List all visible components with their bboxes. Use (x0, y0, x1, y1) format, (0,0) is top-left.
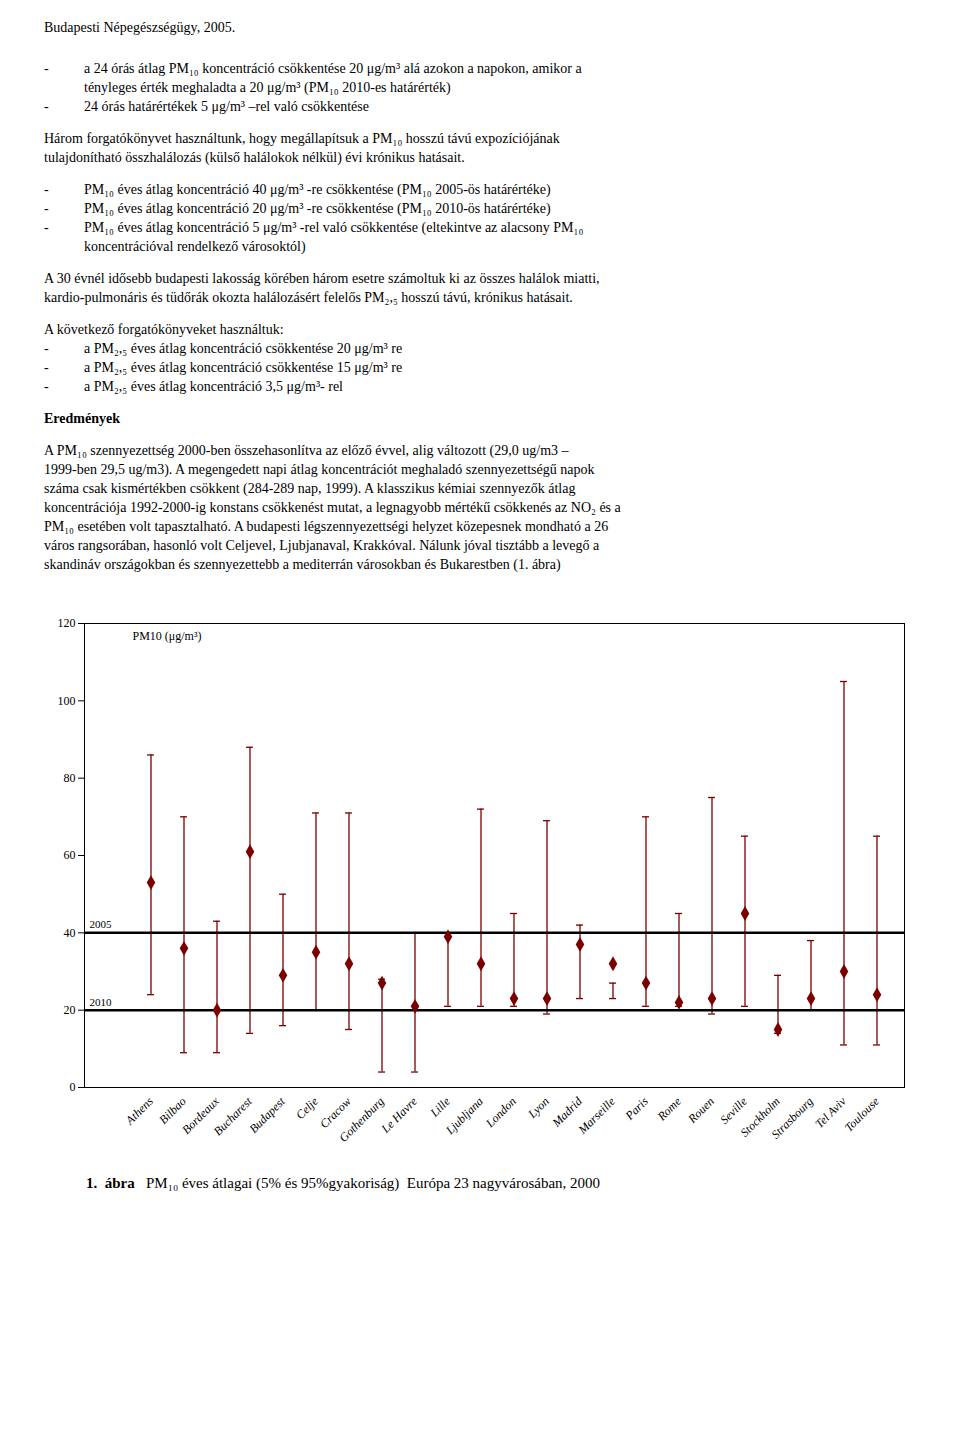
html-text:Eredmények: Eredmények (44, 411, 120, 426)
svg-text:120: 120 (58, 616, 76, 630)
svg-text:Strasbourg: Strasbourg (769, 1094, 816, 1141)
svg-text:Cracow: Cracow (317, 1094, 354, 1131)
svg-text:0: 0 (70, 1080, 76, 1094)
svg-text:20: 20 (64, 1003, 76, 1017)
svg-text:Ljubljana: Ljubljana (442, 1094, 486, 1138)
html-text:koncentrációval rendelkező vár: koncentrációval rendelkező városoktól) (84, 239, 306, 254)
svg-text:100: 100 (58, 694, 76, 708)
svg-text:Lyon: Lyon (525, 1094, 552, 1121)
html-text:1.: 1. (86, 1175, 98, 1191)
svg-text:Stockholm: Stockholm (737, 1094, 783, 1140)
svg-text:Madrid: Madrid (549, 1094, 585, 1130)
html-text:tulajdonítható összhalálozás (: tulajdonítható összhalálozás (külső halá… (44, 150, 465, 165)
svg-text:Le Havre: Le Havre (378, 1094, 421, 1137)
html-text:koncentrációja 1992-2000-ig ko: koncentrációja 1992-2000-ig konstans csö… (44, 500, 621, 515)
svg-text:Bilbao: Bilbao (156, 1094, 189, 1127)
html-text:PM₁₀ éves átlag koncentráció 2: PM₁₀ éves átlag koncentráció 20 μg/m³ -r… (84, 201, 551, 216)
svg-text:Gothenburg: Gothenburg (336, 1094, 387, 1145)
html-text:ábra: ábra (104, 1175, 135, 1191)
svg-text:Tel Aviv: Tel Aviv (812, 1094, 849, 1131)
svg-text:Lille: Lille (427, 1094, 454, 1121)
svg-text:80: 80 (64, 771, 76, 785)
svg-text:2005: 2005 (90, 918, 113, 930)
html-text:Három forgatókönyvet használtu: Három forgatókönyvet használtunk, hogy m… (44, 131, 560, 146)
svg-text:Celje: Celje (293, 1094, 321, 1122)
html-text:a PM₂,₅ éves átlag koncentráci: a PM₂,₅ éves átlag koncentráció csökkent… (84, 360, 403, 375)
svg-text:London: London (482, 1094, 519, 1131)
svg-text:Athens: Athens (122, 1094, 156, 1128)
html-text:a PM₂,₅ éves átlag koncentráci: a PM₂,₅ éves átlag koncentráció csökkent… (84, 341, 403, 356)
svg-text:PM10 (μg/m³): PM10 (μg/m³) (133, 629, 202, 643)
svg-text:Toulouse: Toulouse (842, 1094, 883, 1135)
svg-text:Seville: Seville (717, 1094, 750, 1127)
html-text:1999-ben 29,5 ug/m3). A megeng: 1999-ben 29,5 ug/m3). A megengedett napi… (44, 462, 595, 477)
html-text:város rangsorában, hasonló vol: város rangsorában, hasonló volt Celjevel… (44, 538, 600, 553)
svg-text:Budapest: Budapest (246, 1094, 288, 1136)
svg-text:Marseille: Marseille (575, 1094, 619, 1138)
svg-text:40: 40 (64, 926, 76, 940)
html-text:tényleges érték meghaladta a 2: tényleges érték meghaladta a 20 μg/m³ (P… (84, 80, 451, 95)
html-text:24 órás határértékek 5 μg/m³ –: 24 órás határértékek 5 μg/m³ –rel való c… (84, 99, 369, 114)
html-text:A következő forgatókönyveket h: A következő forgatókönyveket használtuk: (44, 322, 284, 337)
svg-text:60: 60 (64, 848, 76, 862)
html-text:PM₁₀ éves átlag koncentráció 4: PM₁₀ éves átlag koncentráció 40 μg/m³ -r… (84, 182, 551, 197)
svg-text:Rouen: Rouen (685, 1094, 717, 1126)
html-text:A PM₁₀ szennyezettség 2000-ben: A PM₁₀ szennyezettség 2000-ben összehaso… (44, 443, 569, 458)
html-text:PM₁₀ esetében volt tapasztalha: PM₁₀ esetében volt tapasztalható. A buda… (44, 519, 609, 534)
html-text:a 24 órás átlag PM₁₀ koncentrá: a 24 órás átlag PM₁₀ koncentráció csökke… (84, 61, 582, 76)
svg-text:Paris: Paris (622, 1094, 651, 1123)
html-text:Budapesti Népegészségügy, 2005: Budapesti Népegészségügy, 2005. (44, 20, 236, 35)
svg-text:Rome: Rome (654, 1094, 684, 1124)
html-text:PM₁₀ éves átlagai (5% és 95%gy: PM₁₀ éves átlagai (5% és 95%gyakoriság) … (146, 1175, 601, 1191)
svg-text:2010: 2010 (90, 996, 113, 1008)
svg-text:Bucharest: Bucharest (211, 1094, 255, 1138)
svg-text:Bordeaux: Bordeaux (179, 1094, 222, 1137)
html-text:skandináv országokban és szenn: skandináv országokban és szennyezettebb … (44, 557, 561, 572)
html-text:A 30 évnél idősebb budapesti l: A 30 évnél idősebb budapesti lakosság kö… (44, 271, 600, 286)
html-text:a PM₂,₅ éves átlag koncentráci: a PM₂,₅ éves átlag koncentráció 3,5 μg/m… (84, 379, 343, 394)
html-text:kardio-pulmonáris és tüdőrák o: kardio-pulmonáris és tüdőrák okozta halá… (44, 290, 573, 305)
html-text:PM₁₀ éves átlag koncentráció 5: PM₁₀ éves átlag koncentráció 5 μg/m³ -re… (84, 220, 584, 235)
html-text:száma csak kismértékben csökke: száma csak kismértékben csökkent (284-28… (44, 481, 576, 496)
